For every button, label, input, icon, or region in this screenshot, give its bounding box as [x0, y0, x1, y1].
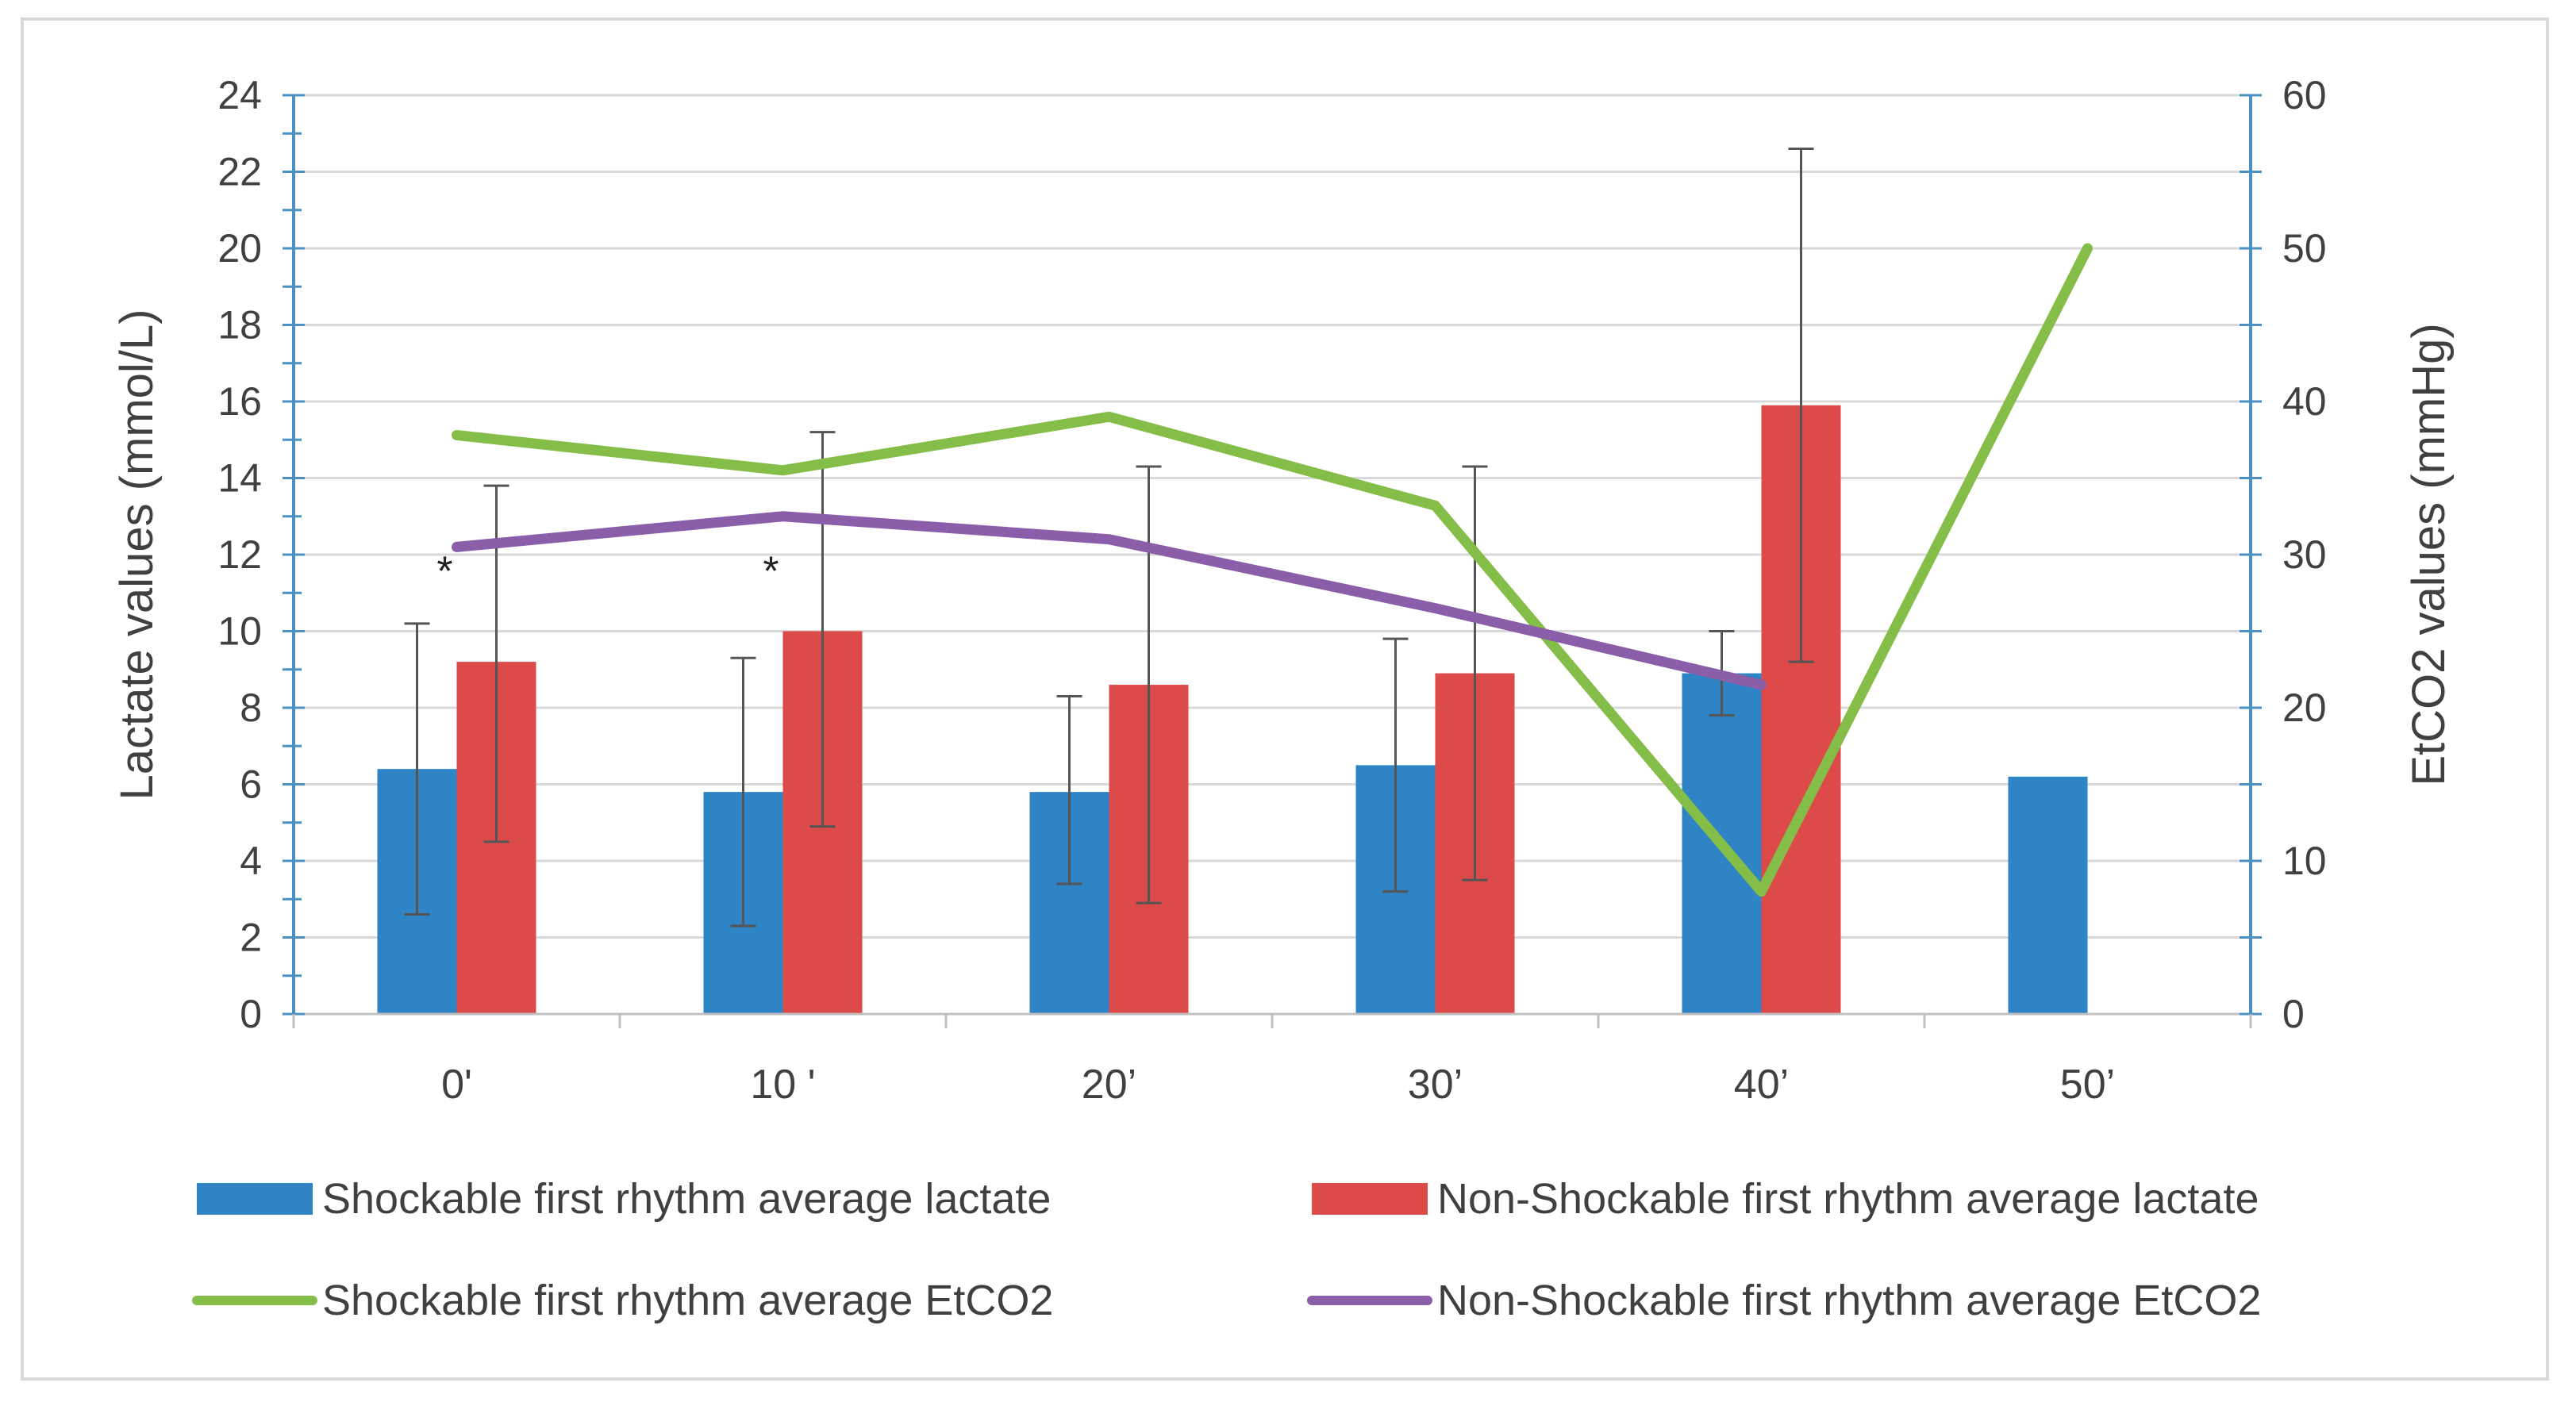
y-tick-label-left: 14 [217, 456, 262, 501]
significance-asterisk: * [763, 549, 779, 595]
y-tick-label-left: 22 [217, 150, 262, 194]
y-tick-label-left: 24 [217, 73, 262, 117]
y-tick-label-right: 20 [2282, 686, 2327, 730]
y-tick-label-right: 0 [2282, 992, 2305, 1036]
chart-frame: 0 2 4 6 8 10 12 14 16 18 20 22 24 0 10 20 30 40 50 60 0' 10 '… [21, 17, 2549, 1381]
series-line [452, 511, 1767, 690]
legend-swatch [197, 1183, 313, 1215]
y-tick-label-right: 50 [2282, 226, 2327, 271]
x-tick-label: 50’ [2060, 1062, 2115, 1108]
x-tick-label: 0' [441, 1062, 472, 1108]
y-axis-title-right: EtCO2 values (mmHg) [2403, 323, 2455, 786]
y-tick-label-left: 18 [217, 303, 262, 348]
error-bar-layer [404, 148, 1814, 928]
x-tick-label: 40’ [1734, 1062, 1789, 1108]
x-tick-label: 10 ' [750, 1062, 815, 1108]
y-tick-label-right: 10 [2282, 839, 2327, 883]
legend-label: Non-Shockable first rhythm average EtCO2 [1437, 1277, 2261, 1324]
y-tick-label-left: 4 [240, 839, 262, 883]
y-tick-label-right: 40 [2282, 379, 2327, 424]
legend-swatch [1312, 1183, 1428, 1215]
legend-label: Shockable first rhythm average EtCO2 [322, 1277, 1053, 1324]
y-tick-label-left: 10 [217, 609, 262, 654]
y-tick-label-left: 2 [240, 916, 262, 960]
y-tick-label-left: 0 [240, 992, 262, 1036]
y-axis-title-left: Lactate values (mmol/L) [111, 309, 163, 801]
y-tick-label-right: 30 [2282, 532, 2327, 577]
y-tick-label-left: 12 [217, 532, 262, 577]
bar-layer [377, 405, 2088, 1014]
gridlines [294, 94, 2251, 939]
line-layer [452, 243, 2093, 897]
series-line [452, 243, 2093, 897]
legend-label: Shockable first rhythm average lactate [322, 1175, 1051, 1223]
bar [2008, 776, 2088, 1014]
y-tick-label-left: 16 [217, 379, 262, 424]
y-tick-label-left: 20 [217, 226, 262, 271]
x-tick-label: 20’ [1082, 1062, 1136, 1108]
y-tick-label-left: 6 [240, 762, 262, 807]
significance-asterisk: * [436, 549, 452, 595]
legend-label: Non-Shockable first rhythm average lacta… [1437, 1175, 2259, 1223]
y-tick-label-right: 60 [2282, 73, 2327, 117]
x-tick-label: 30’ [1408, 1062, 1463, 1108]
axes [283, 94, 2262, 1028]
y-tick-label-left: 8 [240, 686, 262, 730]
legend: Shockable first rhythm average lactate No… [192, 1175, 2261, 1324]
